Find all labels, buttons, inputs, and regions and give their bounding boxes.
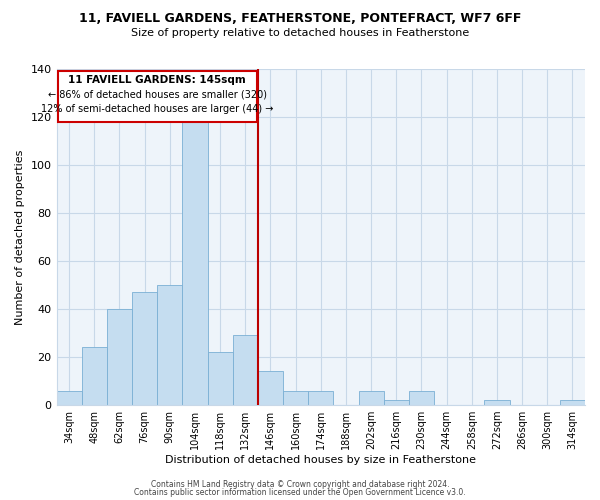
Bar — [182, 122, 208, 405]
Bar — [157, 285, 182, 405]
Bar — [132, 292, 157, 405]
Text: 11, FAVIELL GARDENS, FEATHERSTONE, PONTEFRACT, WF7 6FF: 11, FAVIELL GARDENS, FEATHERSTONE, PONTE… — [79, 12, 521, 26]
Text: Contains public sector information licensed under the Open Government Licence v3: Contains public sector information licen… — [134, 488, 466, 497]
Bar — [258, 372, 283, 405]
Bar — [409, 390, 434, 405]
Bar — [560, 400, 585, 405]
Text: 12% of semi-detached houses are larger (44) →: 12% of semi-detached houses are larger (… — [41, 104, 274, 114]
Bar — [359, 390, 383, 405]
Y-axis label: Number of detached properties: Number of detached properties — [15, 150, 25, 324]
Text: Size of property relative to detached houses in Featherstone: Size of property relative to detached ho… — [131, 28, 469, 38]
X-axis label: Distribution of detached houses by size in Featherstone: Distribution of detached houses by size … — [165, 455, 476, 465]
Bar — [233, 336, 258, 405]
Text: 11 FAVIELL GARDENS: 145sqm: 11 FAVIELL GARDENS: 145sqm — [68, 75, 246, 85]
Bar — [484, 400, 509, 405]
Bar — [208, 352, 233, 405]
FancyBboxPatch shape — [58, 72, 257, 122]
Bar — [82, 348, 107, 405]
Text: Contains HM Land Registry data © Crown copyright and database right 2024.: Contains HM Land Registry data © Crown c… — [151, 480, 449, 489]
Bar — [56, 390, 82, 405]
Bar — [283, 390, 308, 405]
Bar — [107, 309, 132, 405]
Text: ← 86% of detached houses are smaller (320): ← 86% of detached houses are smaller (32… — [48, 89, 267, 99]
Bar — [308, 390, 334, 405]
Bar — [383, 400, 409, 405]
